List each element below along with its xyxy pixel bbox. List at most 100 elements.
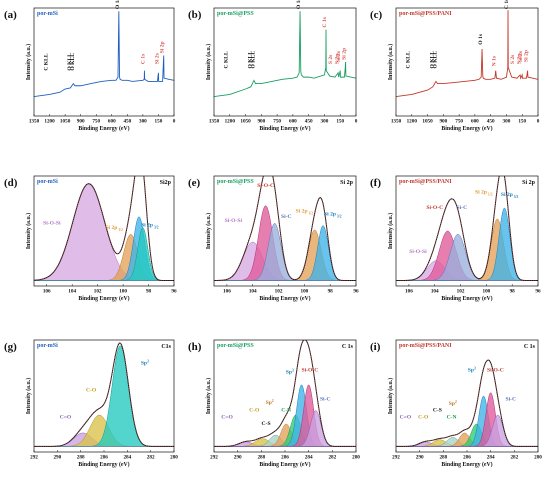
x-tick-label: 98 — [328, 289, 334, 295]
legend-label: por-mSi@PSS — [217, 343, 254, 349]
peak-annotation: C-O — [418, 414, 429, 420]
x-tick-label: 450 — [123, 119, 131, 125]
x-tick-label: 106 — [405, 289, 413, 295]
x-tick-label: 0 — [537, 119, 540, 125]
plot-frame — [395, 7, 539, 117]
x-tick-label: 150 — [155, 119, 163, 125]
x-tick-label: 1350 — [391, 119, 402, 125]
peak-annotation: Si-O-C — [301, 367, 318, 373]
x-tick-label: 288 — [77, 455, 85, 461]
x-tick-label: 600 — [289, 119, 297, 125]
peak-annotation: O KLL — [250, 51, 256, 69]
peak-annotation: Sp2 — [449, 400, 457, 407]
peak-annotation: Si 2p — [160, 41, 166, 53]
x-tick-label: 292 — [392, 455, 400, 461]
raw-data-line — [34, 342, 174, 447]
x-tick-label: 286 — [100, 455, 108, 461]
peak-annotation: C-O — [249, 408, 260, 414]
x-tick-label: 96 — [535, 289, 541, 295]
panel-label: (f) — [370, 177, 381, 189]
peak-annotation: C KLL — [406, 51, 412, 69]
x-tick-label: 280 — [534, 455, 542, 461]
legend-label: por-mSi — [37, 179, 58, 185]
annotation-subscript: 1/2 — [308, 211, 314, 215]
x-axis-title: Binding Energy (eV) — [441, 125, 492, 132]
peak-annotation: N 1s — [492, 55, 498, 66]
peak-annotation: O KLL — [247, 51, 253, 69]
x-tick-label: 96 — [171, 289, 177, 295]
legend-label: por-mSi@PSS — [217, 179, 254, 185]
peak-annotation: S 2s — [510, 54, 516, 64]
chart-panel-e: (e) 106 104 102 100 98 96 Binding Energy (eV) In… — [188, 175, 359, 302]
plot-frame — [33, 175, 175, 287]
x-axis-title: Binding Energy (eV) — [78, 295, 129, 302]
x-tick-label: 292 — [210, 455, 218, 461]
panel-label: (a) — [4, 9, 17, 21]
x-tick-label: 1200 — [44, 119, 55, 125]
peak-annotation: Si-C — [281, 214, 292, 220]
peak-annotation: Si 2p 1/2 — [475, 190, 493, 197]
panel-label: (b) — [188, 9, 202, 21]
peak-annotation: Si-O-C — [257, 183, 274, 189]
peak-annotation: Si 2s — [518, 50, 524, 62]
y-axis-title: Intensity (a.u.) — [205, 378, 212, 414]
peak-annotation: Si 2p 3/2 — [501, 192, 519, 199]
chart-panel-a: (a) 1350 1200 1050 900 750 600 450 300 150 0 Bindin… — [4, 0, 176, 132]
peak-annotation: Si-O-Si — [43, 220, 61, 226]
annotation-superscript: 2 — [272, 399, 274, 403]
x-tick-label: 106 — [43, 289, 51, 295]
x-axis-title: Binding Energy (eV) — [441, 461, 492, 468]
core-level-tag: C1s — [161, 344, 171, 350]
x-tick-label: 750 — [455, 119, 463, 125]
peak-annotation: Si 2s — [336, 50, 342, 62]
x-axis-title: Binding Energy (eV) — [78, 125, 129, 132]
y-axis-title: Intensity (a.u.) — [25, 213, 32, 249]
chart-panel-g: (g) 292 290 288 286 284 282 280 Binding Energy (… — [4, 339, 178, 468]
annotation-subscript: 1/2 — [487, 193, 493, 197]
y-axis-title: Intensity (a.u.) — [387, 213, 394, 249]
peak-annotation: S 2p — [517, 54, 523, 64]
x-tick-label: 284 — [123, 455, 131, 461]
peak-annotation: C KLL — [224, 51, 230, 69]
peak-annotation: C-S — [262, 421, 271, 427]
annotation-superscript: 2 — [455, 400, 457, 404]
peak-annotation: S 2s — [328, 54, 334, 64]
peak-annotation: C 1s — [322, 16, 328, 27]
chart-panel-i: (i) 292 290 288 286 284 282 280 Binding Energy (… — [370, 339, 542, 468]
peak-annotation: Si-O-Si — [409, 249, 427, 255]
peak-annotation: Si-O-C — [426, 205, 443, 211]
peak-annotation: Si 2p 3/2 — [141, 223, 159, 230]
annotation-superscript: 3 — [147, 360, 149, 364]
peak-annotation: C-N — [447, 414, 457, 420]
x-tick-label: 600 — [108, 119, 116, 125]
chart-panel-h: (h) 292 290 288 286 284 282 280 Binding Energy (… — [188, 339, 360, 468]
x-tick-label: 300 — [321, 119, 329, 125]
y-axis-title: Intensity (a.u.) — [205, 44, 212, 80]
series-line — [214, 11, 356, 98]
peak-annotation: Si 2p 1/2 — [296, 208, 314, 215]
plot-area — [34, 176, 174, 281]
x-tick-label: 282 — [510, 455, 518, 461]
x-tick-label: 450 — [487, 119, 495, 125]
x-tick-label: 280 — [352, 455, 360, 461]
plot-area — [396, 359, 538, 447]
peak-annotation: C=O — [400, 414, 412, 420]
peak-annotation: O 1s — [478, 33, 484, 45]
plot-frame — [33, 7, 175, 117]
raw-data-line — [396, 176, 538, 281]
x-tick-label: 288 — [439, 455, 447, 461]
series-line — [34, 11, 174, 98]
y-axis-title: Intensity (a.u.) — [25, 44, 32, 80]
annotation-superscript: 3 — [474, 366, 476, 370]
raw-data-line — [214, 340, 356, 447]
core-level-tag: Si 2p — [522, 180, 536, 186]
x-tick-label: 98 — [510, 289, 516, 295]
peak-annotation: Si-C — [505, 396, 516, 402]
x-tick-label: 282 — [328, 455, 336, 461]
plot-area — [396, 10, 538, 98]
annotation-subscript: 3/2 — [153, 226, 159, 230]
plot-frame — [213, 175, 357, 287]
x-tick-label: 102 — [275, 289, 283, 295]
plot-area — [34, 11, 174, 98]
chart-panel-c: (c) 1350 1200 1050 900 750 600 450 300 150 0 Bindin… — [370, 0, 540, 132]
